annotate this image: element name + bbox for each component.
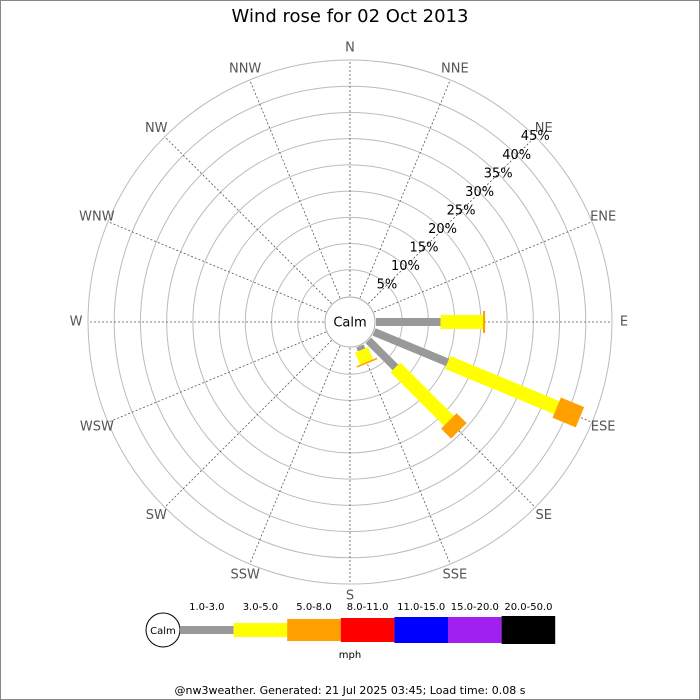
bar-segment (552, 397, 585, 428)
calm-label: Calm (333, 316, 366, 331)
spoke (368, 136, 536, 304)
spoke (359, 345, 451, 565)
legend-label: 1.0-3.0 (189, 602, 224, 613)
direction-label: ESE (591, 419, 616, 434)
legend-swatch (394, 617, 448, 643)
r-tick-label: 10% (391, 259, 420, 274)
bar-segment (356, 344, 366, 352)
direction-label: SW (146, 508, 167, 523)
legend-label: 8.0-11.0 (347, 602, 389, 613)
legend-label: 20.0-50.0 (504, 602, 552, 613)
spoke (249, 79, 341, 299)
calm-circle (324, 296, 376, 348)
legend-swatch (501, 616, 556, 644)
bar-segment (356, 357, 378, 368)
bar-segment (441, 413, 467, 439)
footer: @nw3weather. Generated: 21 Jul 2025 03:4… (175, 684, 526, 697)
direction-label: ENE (590, 210, 616, 225)
spoke (249, 345, 341, 565)
legend-swatch (233, 623, 288, 637)
grid-ring (87, 59, 613, 585)
grid-ring (139, 111, 561, 533)
direction-label: NW (145, 121, 168, 136)
spoke (164, 340, 332, 508)
bar-segment (376, 318, 441, 326)
bar-segment (444, 355, 560, 415)
spoke (107, 331, 327, 423)
legend-label: 5.0-8.0 (296, 602, 331, 613)
r-tick-label: 20% (428, 222, 457, 237)
legend-label: 15.0-20.0 (451, 602, 499, 613)
spoke (359, 79, 451, 299)
r-tick-label: 15% (410, 240, 439, 255)
r-tick-label: 25% (447, 203, 476, 218)
bar-segment (355, 347, 374, 365)
direction-label: SE (536, 508, 552, 523)
bar-segment (482, 311, 486, 333)
bar-segment (365, 337, 399, 371)
r-tick-label: 30% (465, 185, 494, 200)
legend-swatch (448, 617, 502, 643)
direction-label: WSW (80, 419, 114, 434)
direction-label: N (345, 41, 355, 56)
direction-label: E (620, 315, 628, 330)
legend-swatch (340, 618, 395, 642)
direction-label: SSW (230, 568, 260, 583)
direction-label: S (346, 589, 354, 604)
legend-calm-label: Calm (150, 626, 176, 637)
direction-label: W (70, 315, 83, 330)
unit-label: mph (339, 650, 361, 661)
direction-label: NNE (441, 61, 469, 76)
r-tick-label: 40% (502, 148, 531, 163)
legend-label: 11.0-15.0 (397, 602, 445, 613)
spoke (107, 221, 327, 313)
r-tick-label: 35% (484, 166, 513, 181)
bar-segment (390, 362, 454, 426)
bar-segment (372, 328, 450, 367)
chart-title: Wind rose for 02 Oct 2013 (232, 6, 469, 27)
direction-label: WNW (79, 210, 115, 225)
legend-swatch (287, 619, 341, 641)
spoke (164, 136, 332, 304)
legend-label: 3.0-5.0 (243, 602, 278, 613)
r-tick-label: 5% (377, 278, 398, 293)
direction-label: SSE (442, 568, 467, 583)
direction-label: NNW (229, 61, 261, 76)
direction-label: NE (535, 121, 553, 136)
spoke (373, 221, 593, 313)
bar-segment (440, 315, 483, 329)
grid-ring (192, 164, 508, 480)
legend-swatch (180, 626, 234, 634)
r-tick-label: 45% (521, 129, 550, 144)
